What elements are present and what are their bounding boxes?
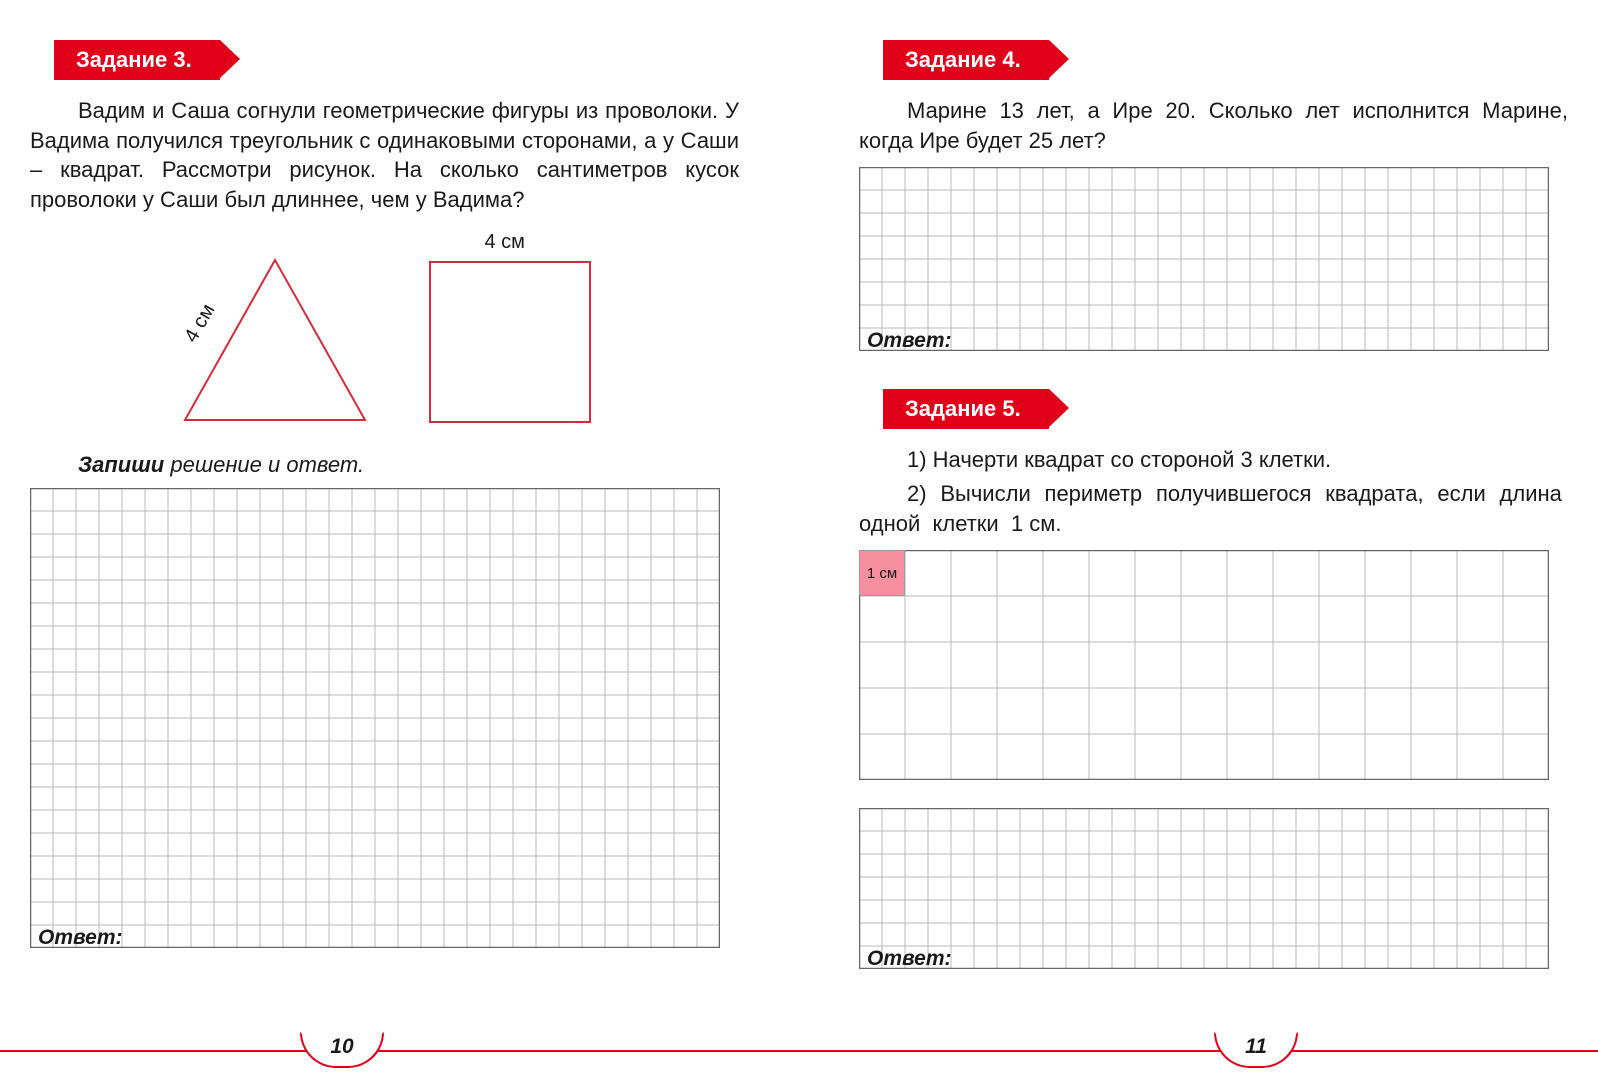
task3-figures: 4 см 4 см: [30, 227, 739, 432]
task5-line1: 1) Начерти квадрат со стороной 3 клетки.: [859, 445, 1568, 475]
task3-instruction: Запиши решение и ответ.: [78, 452, 739, 478]
task4-heading: Задание 4.: [883, 40, 1049, 80]
task5-answer-grid[interactable]: Ответ:: [859, 808, 1568, 969]
task3-heading: Задание 3.: [54, 40, 220, 80]
task3-answer-grid[interactable]: Ответ:: [30, 488, 739, 948]
square-side-label: 4 см: [485, 231, 525, 254]
square-figure: 4 см: [420, 227, 600, 432]
task4-text: Марине 13 лет, а Ире 20. Сколько лет исп…: [859, 96, 1568, 155]
task5-draw-grid[interactable]: 1 см: [859, 550, 1568, 780]
page-right: Задание 4. Марине 13 лет, а Ире 20. Скол…: [799, 0, 1598, 1080]
page-left: Задание 3. Вадим и Саша согнули геометри…: [0, 0, 799, 1080]
square-shape-icon: [420, 227, 600, 427]
one-cm-cell: 1 см: [859, 550, 905, 596]
triangle-figure: 4 см: [170, 252, 380, 432]
task4-answer-grid[interactable]: Ответ:: [859, 167, 1568, 351]
task5-heading: Задание 5.: [883, 389, 1049, 429]
task5-line2: 2) Вычисли периметр получившегося квадра…: [859, 479, 1568, 538]
task3-text: Вадим и Саша согнули геометрические фигу…: [30, 96, 739, 215]
